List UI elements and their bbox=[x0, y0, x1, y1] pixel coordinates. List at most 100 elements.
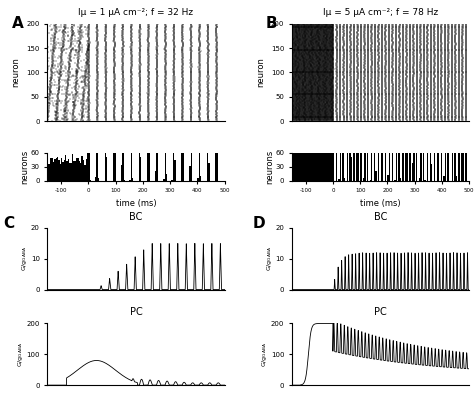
Y-axis label: neuron: neuron bbox=[256, 57, 265, 87]
Bar bbox=[84, 165, 86, 181]
Text: D: D bbox=[253, 216, 265, 231]
Bar bbox=[360, 88, 362, 181]
Bar bbox=[437, 142, 438, 181]
Bar bbox=[292, 12, 293, 181]
Bar bbox=[296, 42, 298, 181]
Bar bbox=[86, 159, 87, 181]
Bar bbox=[331, 19, 333, 181]
Bar bbox=[75, 161, 76, 181]
Bar bbox=[73, 161, 75, 181]
Bar bbox=[463, 141, 464, 181]
Bar bbox=[122, 104, 124, 181]
Bar bbox=[139, 111, 140, 181]
Bar bbox=[55, 158, 57, 181]
Bar bbox=[443, 176, 445, 181]
Bar bbox=[402, 88, 404, 181]
Bar bbox=[412, 163, 413, 181]
Bar bbox=[465, 88, 466, 181]
Bar bbox=[301, 22, 303, 181]
Bar bbox=[456, 176, 457, 181]
Bar bbox=[322, 42, 323, 181]
Bar bbox=[147, 145, 148, 181]
Bar bbox=[374, 97, 375, 181]
Bar bbox=[326, 15, 328, 181]
Text: C: C bbox=[3, 216, 14, 231]
Bar bbox=[336, 88, 337, 181]
Bar bbox=[124, 180, 125, 181]
Bar bbox=[427, 88, 428, 181]
Bar bbox=[371, 88, 373, 181]
Bar bbox=[310, 35, 311, 181]
Bar bbox=[409, 88, 410, 181]
Y-axis label: G/g$_{\mathregular{GABA}}$: G/g$_{\mathregular{GABA}}$ bbox=[265, 246, 274, 272]
Bar bbox=[344, 178, 345, 181]
Bar bbox=[441, 88, 442, 181]
Bar bbox=[370, 180, 371, 181]
Bar bbox=[318, 47, 319, 181]
Bar bbox=[97, 95, 98, 181]
Bar bbox=[54, 159, 55, 181]
Bar bbox=[155, 171, 156, 181]
Bar bbox=[431, 164, 432, 181]
Bar bbox=[424, 180, 426, 181]
Bar bbox=[82, 156, 83, 181]
Bar bbox=[300, 45, 301, 181]
Bar bbox=[303, 54, 304, 181]
Bar bbox=[375, 171, 376, 181]
Bar bbox=[172, 180, 173, 181]
Y-axis label: G/g$_{\mathregular{GABA}}$: G/g$_{\mathregular{GABA}}$ bbox=[20, 246, 29, 272]
Title: PC: PC bbox=[130, 307, 142, 317]
X-axis label: time (ms): time (ms) bbox=[360, 199, 401, 208]
Bar bbox=[80, 163, 82, 181]
Bar bbox=[328, 53, 329, 181]
Bar bbox=[315, 51, 317, 181]
Bar bbox=[63, 162, 64, 181]
Bar bbox=[298, 33, 299, 181]
Title: BC: BC bbox=[129, 211, 143, 222]
Bar bbox=[156, 97, 158, 181]
Bar bbox=[199, 95, 200, 181]
Bar bbox=[319, 30, 320, 181]
Bar bbox=[351, 158, 352, 181]
Bar bbox=[191, 102, 192, 181]
Text: B: B bbox=[265, 16, 277, 31]
Bar bbox=[416, 88, 418, 181]
Bar bbox=[69, 163, 71, 181]
Bar bbox=[66, 161, 68, 181]
Bar bbox=[330, 48, 331, 181]
Bar bbox=[363, 178, 365, 181]
Bar bbox=[114, 125, 116, 181]
Bar bbox=[452, 88, 453, 181]
Bar bbox=[356, 152, 357, 181]
Bar bbox=[83, 160, 84, 181]
Title: Iμ = 5 μA cm⁻²; f = 78 Hz: Iμ = 5 μA cm⁻²; f = 78 Hz bbox=[323, 8, 438, 17]
Bar bbox=[407, 152, 408, 181]
Bar bbox=[420, 90, 421, 181]
Bar bbox=[90, 180, 91, 181]
Bar bbox=[367, 88, 368, 181]
Bar bbox=[430, 105, 431, 181]
Bar bbox=[60, 165, 61, 181]
Bar bbox=[423, 88, 424, 181]
Bar bbox=[130, 91, 132, 181]
Bar bbox=[166, 174, 167, 181]
Bar bbox=[148, 124, 150, 181]
Bar bbox=[342, 90, 344, 181]
Bar bbox=[189, 166, 191, 181]
Bar bbox=[58, 160, 60, 181]
Bar bbox=[317, 18, 318, 181]
Bar bbox=[76, 158, 77, 181]
Bar bbox=[182, 126, 184, 181]
Bar bbox=[79, 161, 80, 181]
Bar bbox=[299, 35, 300, 181]
Bar bbox=[392, 88, 393, 181]
Bar bbox=[458, 88, 460, 181]
Bar bbox=[88, 100, 90, 181]
Bar bbox=[295, 20, 296, 181]
Bar bbox=[413, 105, 415, 181]
Bar bbox=[95, 177, 97, 181]
Bar bbox=[378, 88, 379, 181]
Bar bbox=[357, 116, 359, 181]
Bar bbox=[49, 165, 50, 181]
Bar bbox=[454, 92, 456, 181]
